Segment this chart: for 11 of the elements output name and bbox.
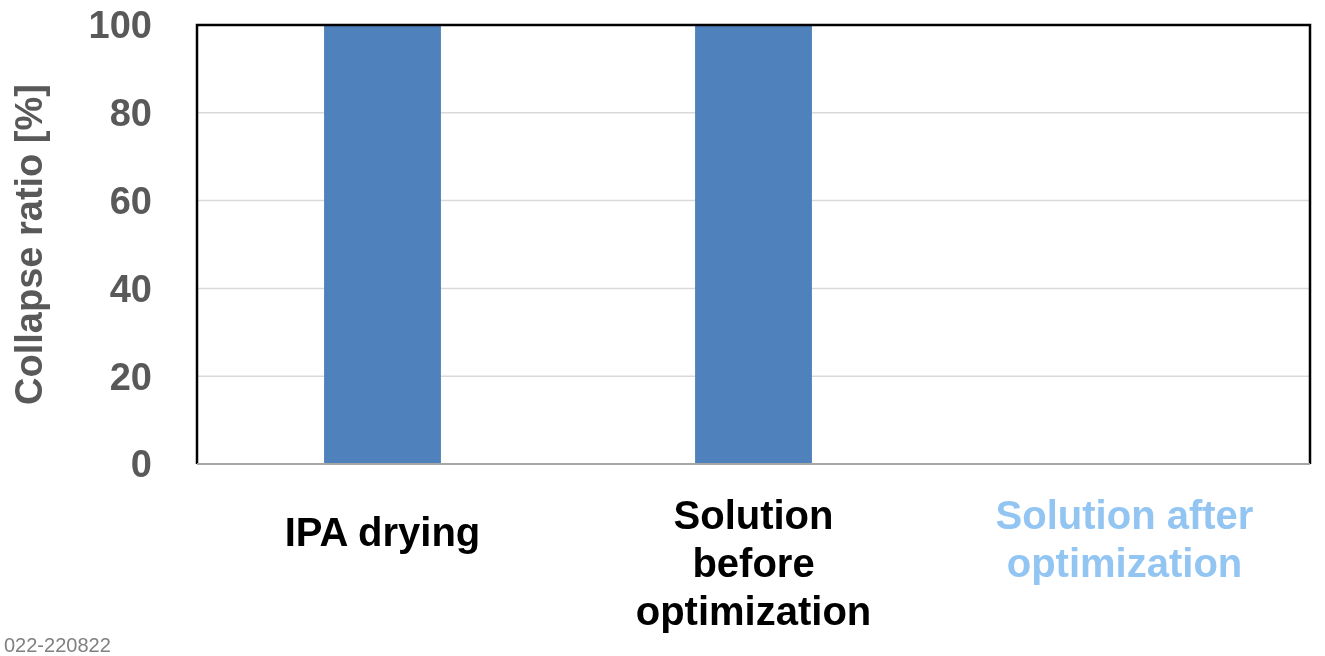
y-axis-title: Collapse ratio [%] [8, 84, 50, 405]
x-tick-label: Solution after optimization [995, 493, 1254, 585]
x-tick-label: Solution before optimization [635, 493, 872, 633]
y-tick-label: 40 [109, 267, 152, 310]
y-tick-label: 20 [109, 355, 152, 398]
y-tick-label: 0 [130, 443, 152, 486]
text: 022-220822 [4, 634, 111, 656]
y-tick-label: 100 [88, 4, 152, 47]
y-tick-label: 60 [109, 179, 152, 222]
y-tick-label: 80 [109, 92, 152, 135]
x-tick-label: IPA drying [284, 510, 481, 554]
